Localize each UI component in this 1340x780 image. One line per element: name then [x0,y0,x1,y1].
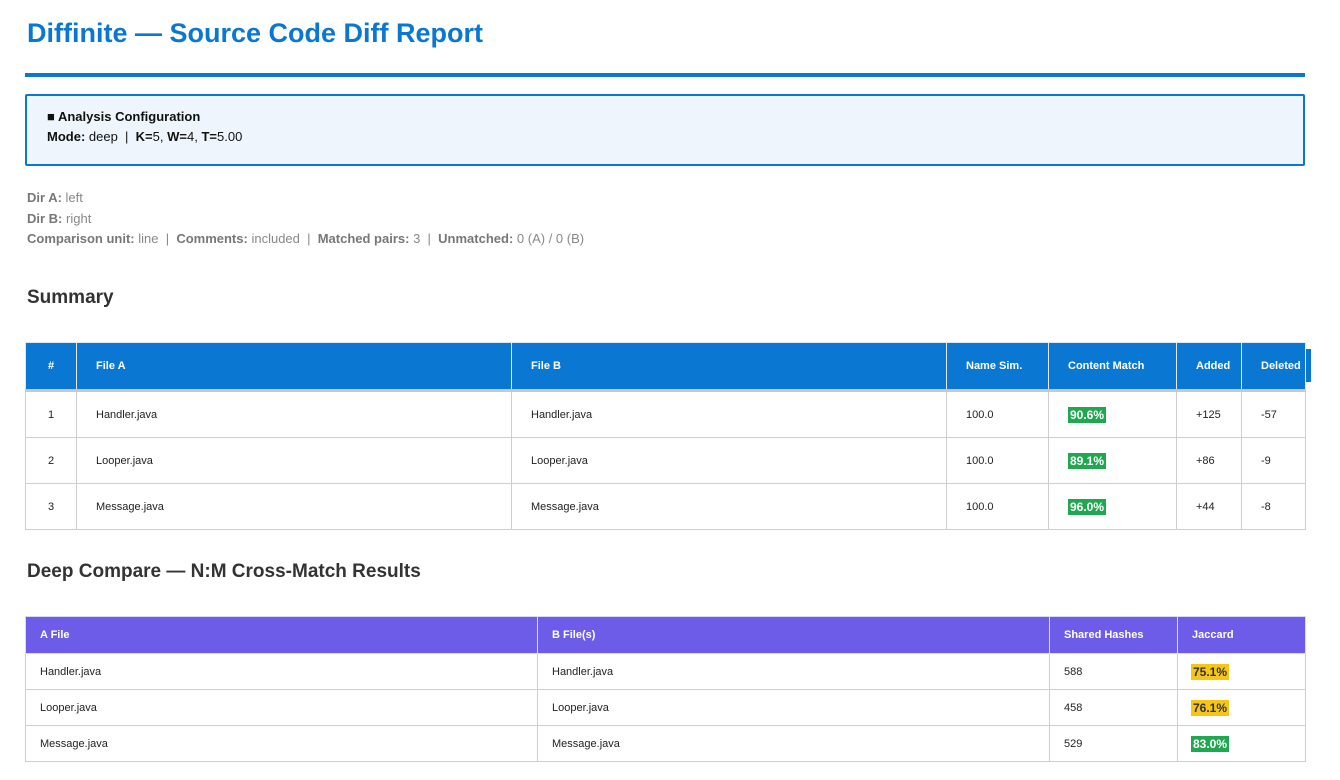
content-match-cell: 90.6% [1048,390,1177,438]
col-file-b[interactable]: File B [511,342,947,392]
shared-hashes-cell: 529 [1049,725,1178,762]
row-index: 3 [25,483,77,530]
b-files-cell: Message.java [537,725,1050,762]
added-cell: +44 [1176,483,1242,530]
col-index[interactable]: # [25,342,77,392]
summary-table: # File A File B Name Sim. Content Match … [25,342,1312,530]
file-b-cell: Handler.java [511,390,947,438]
jaccard-badge: 75.1% [1191,663,1230,680]
analysis-config-panel: ■ Analysis Configuration Mode: deep | K=… [25,94,1305,166]
dir-a-value: left [65,190,83,205]
stats-line: Comparison unit: line | Comments: includ… [27,231,585,246]
file-b-cell: Looper.java [511,437,947,484]
jaccard-cell: 83.0% [1177,725,1306,762]
w-label: W= [167,129,187,144]
name-sim-cell: 100.0 [946,390,1049,438]
unmatched-label: Unmatched: [438,231,514,246]
deep-header-row: A File B File(s) Shared Hashes Jaccard [25,616,1306,654]
k-value: 5 [152,129,160,144]
comments-label: Comments: [176,231,248,246]
title-divider [25,73,1305,77]
col-jaccard[interactable]: Jaccard [1177,616,1306,654]
k-label: K= [135,129,153,144]
row-index: 1 [25,390,77,438]
summary-heading: Summary [27,287,114,308]
dir-a-label: Dir A: [27,190,62,205]
dir-b-value: right [66,210,92,226]
deleted-cell: -9 [1241,437,1306,484]
added-cell: +125 [1176,390,1242,438]
deleted-cell: -8 [1241,483,1306,530]
jaccard-badge: 83.0% [1191,735,1230,752]
row-index: 2 [25,437,77,484]
content-match-badge: 89.1% [1068,452,1107,469]
col-b-files[interactable]: B File(s) [537,616,1050,654]
name-sim-cell: 100.0 [946,437,1049,484]
file-a-cell: Looper.java [76,437,512,484]
content-match-cell: 96.0% [1048,483,1177,530]
col-a-file[interactable]: A File [25,616,538,654]
a-file-cell: Message.java [25,725,538,762]
matched-value: 3 [413,231,421,246]
name-sim-cell: 100.0 [946,483,1049,530]
unit-value: line [138,231,159,246]
table-row: 1 Handler.java Handler.java 100.0 90.6% … [25,390,1306,438]
summary-header-row: # File A File B Name Sim. Content Match … [25,342,1312,392]
b-files-cell: Looper.java [537,689,1050,726]
table-row: Message.java Message.java 529 83.0% [25,725,1306,762]
table-row: 3 Message.java Message.java 100.0 96.0% … [25,483,1306,530]
shared-hashes-cell: 458 [1049,689,1178,726]
dir-b-line: Dir B: right [27,209,1305,230]
jaccard-cell: 76.1% [1177,689,1306,726]
run-metadata: Dir A: left Dir B: right Comparison unit… [25,188,1305,250]
report-title: Diffinite — Source Code Diff Report [27,18,484,48]
jaccard-cell: 75.1% [1177,653,1306,690]
content-match-cell: 89.1% [1048,437,1177,484]
jaccard-badge: 76.1% [1191,699,1230,716]
comments-value: included [251,231,300,246]
content-match-badge: 90.6% [1068,406,1107,423]
col-name-sim[interactable]: Name Sim. [946,342,1049,392]
unmatched-value: 0 (A) / 0 (B) [516,231,585,246]
config-params: Mode: deep | K=5, W=4, T=5.00 [47,129,243,144]
deep-compare-heading: Deep Compare — N:M Cross-Match Results [27,561,421,582]
t-value: 5.00 [217,129,243,144]
col-file-a[interactable]: File A [76,342,512,392]
unit-label: Comparison unit: [27,231,135,246]
col-added[interactable]: Added [1176,342,1242,392]
shared-hashes-cell: 588 [1049,653,1178,690]
content-match-badge: 96.0% [1068,498,1107,515]
deleted-cell: -57 [1241,390,1306,438]
file-b-cell: Message.java [511,483,947,530]
table-row: Looper.java Looper.java 458 76.1% [25,689,1306,726]
t-label: T= [201,129,217,144]
matched-label: Matched pairs: [317,231,410,246]
table-row: 2 Looper.java Looper.java 100.0 89.1% +8… [25,437,1306,484]
w-value: 4 [186,129,195,144]
mode-label: Mode: [47,129,86,144]
a-file-cell: Handler.java [25,653,538,690]
report-container: Diffinite — Source Code Diff Report ■ An… [25,0,1312,762]
mode-value: deep [88,129,118,144]
table-row: Handler.java Handler.java 588 75.1% [25,653,1306,690]
dir-a-line: Dir A: left [27,188,1305,209]
file-a-cell: Handler.java [76,390,512,438]
deep-compare-table: A File B File(s) Shared Hashes Jaccard H… [25,616,1306,762]
added-cell: +86 [1176,437,1242,484]
a-file-cell: Looper.java [25,689,538,726]
dir-b-label: Dir B: [27,210,63,226]
file-a-cell: Message.java [76,483,512,530]
col-shared-hashes[interactable]: Shared Hashes [1049,616,1178,654]
col-content-match[interactable]: Content Match [1048,342,1177,392]
col-deleted[interactable]: Deleted [1241,342,1312,392]
config-heading: ■ Analysis Configuration [47,109,201,124]
b-files-cell: Handler.java [537,653,1050,690]
